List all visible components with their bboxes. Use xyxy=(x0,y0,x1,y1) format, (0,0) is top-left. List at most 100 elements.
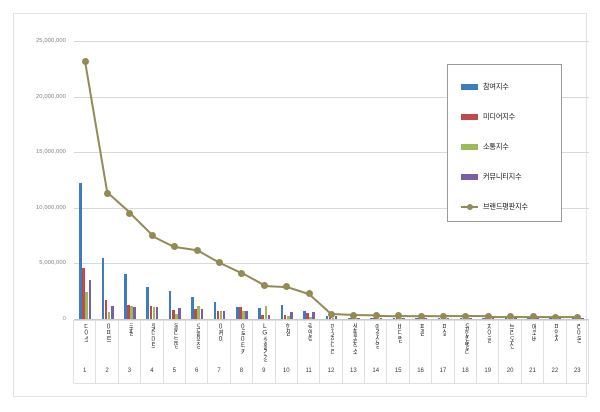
bar-커뮤니티지수-20 xyxy=(513,318,517,319)
line-marker-1 xyxy=(81,57,89,65)
line-marker-12 xyxy=(328,310,335,318)
y-axis-tick-label: 25,000,000 xyxy=(35,38,66,44)
category-cell: 롯데마트 4 xyxy=(140,320,164,383)
category-cell: 애경산업 14 xyxy=(364,320,388,383)
bar-미디어지수-11 xyxy=(306,313,309,319)
line-marker-4 xyxy=(148,232,156,240)
bar-참여지수-8 xyxy=(235,307,239,319)
category-cell: 유한킴벌리 18 xyxy=(453,320,478,383)
bar-참여지수-4 xyxy=(146,286,149,319)
legend-label: 참여지수 xyxy=(483,82,509,91)
category-cell: 자이글 19 xyxy=(476,320,500,383)
bar-참여지수-10 xyxy=(280,305,284,319)
bar-참여지수-11 xyxy=(303,311,306,319)
category-label: 바디럽 xyxy=(395,323,402,342)
bar-커뮤니티지수-22 xyxy=(558,318,562,319)
category-label: 아로마티카 xyxy=(238,323,245,355)
category-axis-table: 다이소 1 이마트 2 쿠팡 3 롯데마트 4 올리브영 5 오늘의집 6 이케아 7 아로마티카 8 LG생활… xyxy=(73,320,589,383)
category-cell: 쿠팡 3 xyxy=(117,320,142,383)
legend-label: 미디어지수 xyxy=(483,112,516,121)
category-cell: 피앤지 22 xyxy=(543,320,567,383)
legend-item-커뮤니티지수[interactable]: 커뮤니티지수 xyxy=(448,162,561,192)
category-axis-bottom-border xyxy=(74,383,589,384)
category-label: 피앤지 xyxy=(552,323,559,342)
category-rank-number: 16 xyxy=(417,368,424,374)
y-axis: 0 5,000,000 10,000,000 15,000,000 20,000,000… xyxy=(14,38,70,322)
category-cell: 퍼실 17 xyxy=(431,320,455,383)
bar-커뮤니티지수-19 xyxy=(491,318,495,319)
bar-커뮤니티지수-18 xyxy=(469,318,472,319)
category-cell: 생활공작소 13 xyxy=(341,320,366,383)
category-rank-number: 10 xyxy=(282,368,290,374)
line-marker-17 xyxy=(439,312,447,320)
bar-커뮤니티지수-6 xyxy=(200,309,204,319)
category-rank-number: 11 xyxy=(305,368,312,374)
bar-커뮤니티지수-15 xyxy=(402,318,405,319)
bar-커뮤니티지수-3 xyxy=(133,306,136,319)
category-rank-number: 21 xyxy=(529,368,536,374)
category-cell: 한샘 10 xyxy=(274,320,298,383)
bar-참여지수-12 xyxy=(325,316,329,319)
bar-소통지수-15 xyxy=(398,318,402,319)
category-cell: 이케아 7 xyxy=(207,320,231,383)
bar-소통지수-4 xyxy=(152,306,156,319)
bar-미디어지수-3 xyxy=(127,304,130,319)
line-segment xyxy=(84,60,109,194)
line-marker-15 xyxy=(395,312,403,320)
legend-label: 브랜드평판지수 xyxy=(483,202,528,211)
chart-frame: 0 5,000,000 10,000,000 15,000,000 20,000,000… xyxy=(13,13,589,397)
bar-참여지수-13 xyxy=(347,317,351,319)
gridline xyxy=(74,41,589,42)
legend-item-브랜드평판지수[interactable]: 브랜드평판지수 xyxy=(448,192,561,222)
gridline xyxy=(74,96,589,98)
bar-참여지수-18 xyxy=(459,318,463,319)
bar-소통지수-6 xyxy=(197,305,200,319)
bar-미디어지수-6 xyxy=(194,309,197,319)
category-label: 유한킴벌리 xyxy=(462,323,469,355)
category-rank-number: 7 xyxy=(217,368,221,374)
category-label: 이마트 xyxy=(104,323,111,342)
category-cell: 바디럽 15 xyxy=(386,320,410,383)
bar-참여지수-22 xyxy=(549,318,553,319)
bar-참여지수-7 xyxy=(213,302,217,319)
line-marker-13 xyxy=(350,311,358,319)
bar-소통지수-12 xyxy=(331,317,335,319)
legend-swatch-icon xyxy=(461,174,478,180)
line-marker-22 xyxy=(551,313,559,321)
bar-커뮤니티지수-5 xyxy=(178,308,181,319)
bar-미디어지수-9 xyxy=(261,314,265,319)
category-rank-number: 14 xyxy=(372,368,380,374)
bar-소통지수-3 xyxy=(130,306,133,319)
bar-커뮤니티지수-21 xyxy=(536,318,539,319)
legend-item-미디어지수[interactable]: 미디어지수 xyxy=(448,102,561,132)
legend-label: 커뮤니티지수 xyxy=(483,172,522,181)
bar-미디어지수-7 xyxy=(216,310,220,319)
bar-참여지수-9 xyxy=(258,308,261,319)
category-label: 깨끗한나라 xyxy=(328,323,335,355)
line-marker-8 xyxy=(238,269,246,277)
category-label: 애경산업 xyxy=(373,323,380,349)
category-cell: LG생활건강 9 xyxy=(252,320,276,383)
legend-item-소통지수[interactable]: 소통지수 xyxy=(448,132,561,162)
line-marker-23 xyxy=(574,313,582,321)
line-marker-2 xyxy=(104,189,112,197)
bar-소통지수-5 xyxy=(175,314,178,319)
bar-참여지수-14 xyxy=(370,317,373,319)
gridline xyxy=(74,152,589,154)
category-label: 라이온 xyxy=(574,323,581,342)
gridline xyxy=(74,263,589,265)
bar-미디어지수-10 xyxy=(283,314,287,319)
category-cell: 올리브영 5 xyxy=(162,320,186,383)
bar-소통지수-2 xyxy=(107,311,111,319)
category-label: LG생활건강 xyxy=(261,323,268,362)
category-rank-number: 19 xyxy=(484,368,492,374)
category-label: 퍼실 xyxy=(440,323,447,336)
category-rank-number: 8 xyxy=(239,368,244,374)
category-cell: 깨끗한나라 12 xyxy=(319,320,343,383)
legend-item-참여지수[interactable]: 참여지수 xyxy=(448,72,561,102)
bar-참여지수-20 xyxy=(504,318,508,319)
line-marker-20 xyxy=(507,313,515,321)
category-rank-number: 17 xyxy=(439,368,447,374)
bar-커뮤니티지수-10 xyxy=(290,312,293,319)
bar-소통지수-11 xyxy=(309,316,312,319)
